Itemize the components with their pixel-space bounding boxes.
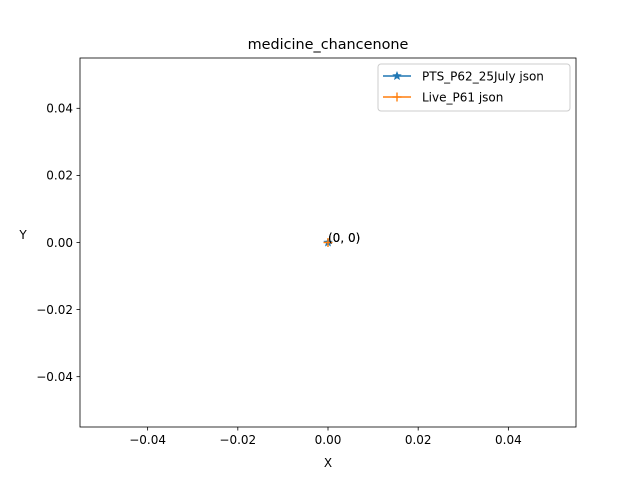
legend-label: Live_P61 json bbox=[422, 90, 503, 104]
point-annotation: (0, 0) bbox=[328, 231, 360, 245]
y-tick-label: 0.04 bbox=[46, 102, 73, 116]
legend-marker bbox=[392, 70, 402, 81]
x-tick-label: 0.04 bbox=[495, 433, 522, 447]
y-tick-label: −0.04 bbox=[36, 370, 73, 384]
legend-entry: Live_P61 json bbox=[383, 90, 503, 104]
data-point bbox=[323, 238, 333, 247]
x-tick-label: 0.02 bbox=[405, 433, 432, 447]
y-tick-label: −0.02 bbox=[36, 303, 73, 317]
legend: PTS_P62_25July json Live_P61 json bbox=[377, 63, 571, 112]
annotation-layer: (0, 0)(0, 0) bbox=[328, 231, 360, 245]
x-tick-label: −0.02 bbox=[219, 433, 256, 447]
x-axis-label: X bbox=[324, 456, 332, 470]
series-2 bbox=[323, 238, 333, 247]
x-axis-ticks: −0.04 −0.02 0.00 0.02 0.04 bbox=[129, 427, 522, 447]
y-tick-label: 0.00 bbox=[46, 236, 73, 250]
legend-entry: PTS_P62_25July json bbox=[383, 69, 544, 83]
x-tick-label: 0.00 bbox=[315, 433, 342, 447]
point-annotation: (0, 0) bbox=[328, 231, 360, 245]
legend-entries: PTS_P62_25July json Live_P61 json bbox=[383, 69, 544, 104]
y-axis-ticks: −0.04 −0.02 0.00 0.02 0.04 bbox=[36, 102, 80, 384]
legend-marker bbox=[392, 92, 402, 102]
legend-label: PTS_P62_25July json bbox=[422, 69, 544, 83]
legend-box bbox=[377, 63, 571, 112]
y-axis-label: Y bbox=[18, 228, 27, 242]
x-tick-label: −0.04 bbox=[129, 433, 166, 447]
chart-title: medicine_chancenone bbox=[248, 37, 409, 53]
series-layer bbox=[323, 237, 333, 247]
y-tick-label: 0.02 bbox=[46, 169, 73, 183]
plot-frame bbox=[79, 57, 577, 428]
